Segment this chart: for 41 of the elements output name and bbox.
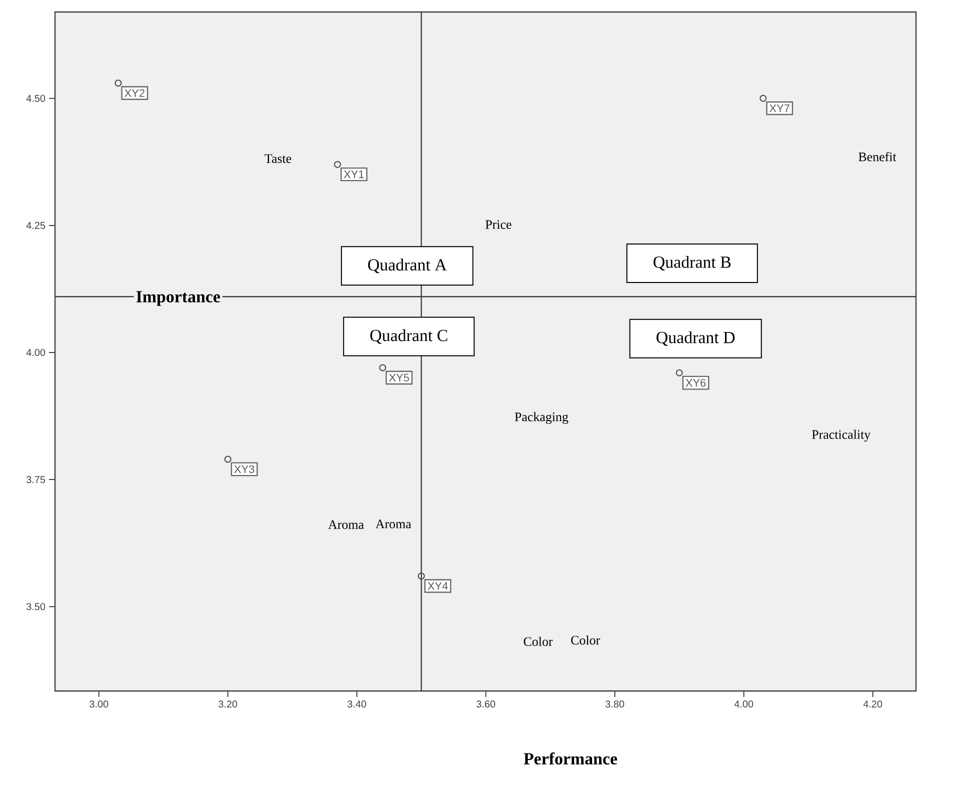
y-tick-label: 4.00 [26, 348, 46, 356]
annotation: Quadrant D [656, 331, 735, 346]
x-tick-label: 4.00 [734, 700, 754, 708]
data-label: XY2 [124, 89, 144, 97]
y-tick-label: 4.25 [26, 222, 46, 229]
point [379, 364, 386, 372]
y-axis-title: Importance [136, 291, 220, 306]
y-tick-label: 3.75 [26, 476, 46, 484]
x-tick-label: 4.20 [863, 700, 882, 708]
x-tick-label: 3.40 [348, 700, 366, 708]
annotation: Practicality [812, 430, 871, 442]
point [224, 456, 232, 463]
point [334, 160, 341, 168]
point [676, 369, 683, 376]
x-tick-label: 3.60 [476, 700, 496, 708]
data-label: XY5 [388, 374, 409, 382]
annotation: Packaging [514, 412, 568, 424]
annotation: Quadrant B [654, 256, 731, 270]
annotation: Color [524, 636, 553, 646]
annotation: Quadrant C [370, 329, 448, 344]
annotation: Color [571, 636, 600, 645]
annotation: Aroma [328, 520, 364, 529]
data-label: XY3 [234, 465, 254, 474]
annotation: Price [485, 220, 512, 229]
annotation: Benefit [858, 152, 896, 162]
y-tick-label: 3.50 [26, 603, 46, 610]
annotation: Aroma [376, 520, 412, 528]
data-label: XY6 [686, 378, 706, 387]
y-tick-label: 4.50 [26, 94, 46, 102]
point [760, 94, 767, 102]
data-label: XY1 [344, 170, 364, 178]
annotation: Quadrant A [368, 258, 447, 274]
data-label: XY7 [770, 104, 790, 112]
point [114, 80, 122, 87]
annotation: Taste [264, 154, 292, 163]
point [418, 572, 425, 580]
x-axis-title: Performance [524, 752, 618, 764]
x-tick-label: 3.80 [606, 700, 624, 708]
x-tick-label: 3.00 [90, 700, 108, 708]
x-tick-label: 3.20 [218, 700, 238, 708]
data-label: XY4 [428, 582, 448, 590]
